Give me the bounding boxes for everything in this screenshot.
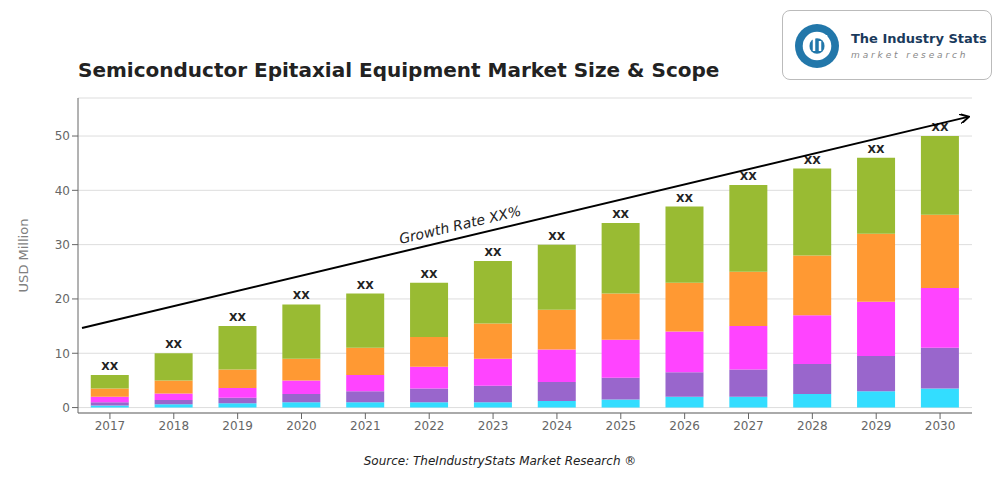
svg-text:XX: XX — [548, 230, 565, 243]
svg-text:2027: 2027 — [733, 419, 764, 433]
html-text:Semiconductor Epitaxial Equipm: Semiconductor Epitaxial Equipment Market… — [78, 58, 720, 82]
svg-text:2023: 2023 — [478, 419, 509, 433]
svg-text:XX: XX — [357, 279, 374, 292]
svg-text:Growth Rate XX%: Growth Rate XX% — [397, 203, 522, 247]
svg-text:2022: 2022 — [414, 419, 445, 433]
svg-text:XX: XX — [101, 360, 118, 373]
svg-text:XX: XX — [868, 143, 885, 156]
svg-text:2028: 2028 — [797, 419, 828, 433]
svg-text:2021: 2021 — [350, 419, 381, 433]
html-text:Source: TheIndustryStats Marke: Source: TheIndustryStats Market Research… — [363, 454, 637, 468]
svg-text:XX: XX — [804, 154, 821, 167]
svg-text:50: 50 — [55, 129, 70, 143]
svg-text:0: 0 — [62, 401, 70, 415]
svg-text:2025: 2025 — [606, 419, 637, 433]
svg-text:40: 40 — [55, 184, 70, 198]
svg-text:XX: XX — [421, 268, 438, 281]
svg-text:USD Million: USD Million — [16, 219, 31, 293]
svg-text:XX: XX — [293, 289, 310, 302]
svg-text:XX: XX — [484, 246, 501, 259]
html-text:The Industry Stats: The Industry Stats — [851, 30, 987, 46]
svg-text:10: 10 — [55, 347, 70, 361]
svg-text:2017: 2017 — [95, 419, 126, 433]
svg-text:2024: 2024 — [542, 419, 573, 433]
svg-text:2020: 2020 — [286, 419, 317, 433]
svg-text:2018: 2018 — [159, 419, 190, 433]
svg-text:XX: XX — [740, 170, 757, 183]
svg-text:XX: XX — [612, 208, 629, 221]
svg-text:2019: 2019 — [222, 419, 253, 433]
svg-text:20: 20 — [55, 292, 70, 306]
svg-text:30: 30 — [55, 238, 70, 252]
svg-text:2029: 2029 — [861, 419, 892, 433]
svg-text:XX: XX — [165, 338, 182, 351]
svg-text:XX: XX — [931, 121, 948, 134]
svg-text:XX: XX — [676, 192, 693, 205]
svg-text:2030: 2030 — [925, 419, 956, 433]
svg-text:XX: XX — [229, 311, 246, 324]
html-text:m a r k e t r e s e a r c h: m a r k e t r e s e a r c h — [851, 49, 966, 60]
svg-text:2026: 2026 — [669, 419, 700, 433]
